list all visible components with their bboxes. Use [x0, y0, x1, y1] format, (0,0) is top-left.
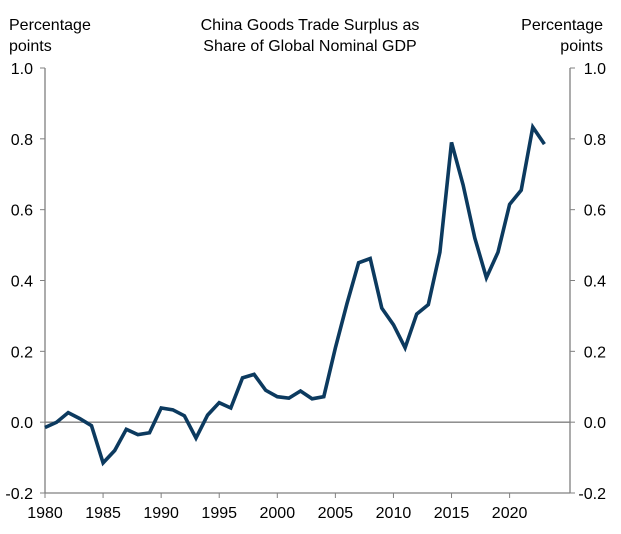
right-y-tick-label: 0.6	[584, 203, 606, 220]
right-y-tick-label: -0.2	[578, 486, 606, 503]
right-y-tick-label: 1.0	[584, 61, 606, 78]
left-y-tick-label: 0.2	[11, 344, 33, 361]
left-y-tick-label: -0.2	[5, 486, 33, 503]
right-y-tick-label: 0.4	[584, 274, 606, 291]
right-y-tick-label: 0.8	[584, 132, 606, 149]
left-y-tick-label: 0.4	[11, 274, 33, 291]
x-tick-label: 2000	[260, 505, 296, 522]
chart-title-line: China Goods Trade Surplus as	[200, 17, 420, 34]
x-tick-label: 1990	[143, 505, 179, 522]
left-axis-label-line: points	[9, 38, 52, 55]
left-y-tick-label: 0.6	[11, 203, 33, 220]
chart-title-line: Share of Global Nominal GDP	[203, 38, 417, 55]
data-line-series	[44, 122, 546, 467]
left-y-tick-label: 0.8	[11, 132, 33, 149]
x-tick-label: 2005	[318, 505, 354, 522]
x-tick-label: 2015	[434, 505, 470, 522]
right-y-tick-label: 0.0	[584, 415, 606, 432]
left-y-tick-label: 1.0	[11, 61, 33, 78]
right-axis-label-line: Percentage	[521, 17, 603, 34]
left-axis-label-line: Percentage	[9, 17, 91, 34]
left-axis-label: Percentage points	[9, 15, 91, 57]
x-tick-label: 1985	[85, 505, 121, 522]
chart-title: China Goods Trade Surplus as Share of Gl…	[170, 15, 450, 57]
x-tick-label: 1995	[201, 505, 237, 522]
x-tick-label: 2020	[492, 505, 528, 522]
left-y-tick-label: 0.0	[11, 415, 33, 432]
right-y-tick-label: 0.2	[584, 344, 606, 361]
x-tick-label: 1980	[27, 505, 63, 522]
x-tick-label: 2010	[376, 505, 412, 522]
right-axis-label-line: points	[560, 38, 603, 55]
right-axis-label: Percentage points	[521, 15, 603, 57]
